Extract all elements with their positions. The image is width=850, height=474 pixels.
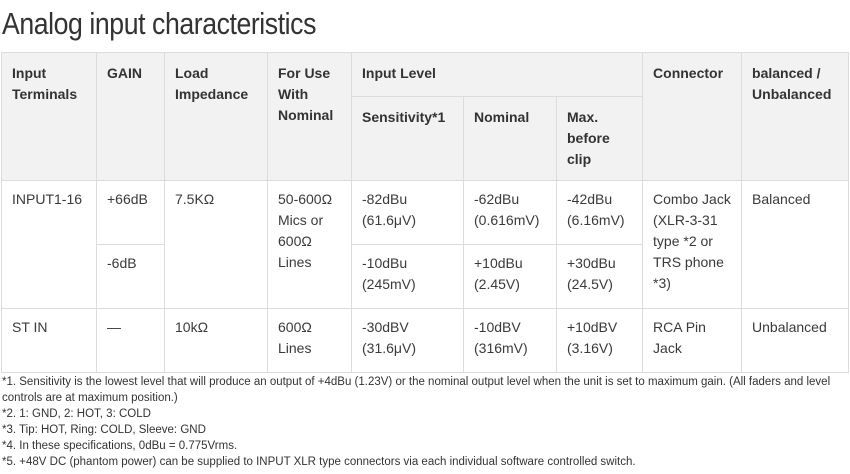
cell-connector: Combo Jack (XLR-3-31 type *2 or TRS phon… (642, 180, 743, 309)
cell-max-before-clip: -42dBu (6.16mV) (555, 180, 644, 245)
cell-connector: RCA Pin Jack (642, 308, 743, 373)
table-row: ST IN — 10kΩ 600Ω Lines -30dBV (31.6μV) … (1, 308, 850, 373)
cell-nominal: -62dBu (0.616mV) (463, 180, 557, 245)
cell-terminal: INPUT1-16 (1, 180, 97, 309)
cell-max-before-clip: +30dBu (24.5V) (555, 244, 644, 309)
header-connector: Connector (642, 52, 743, 181)
cell-terminal: ST IN (1, 308, 97, 373)
cell-gain: +66dB (96, 180, 165, 245)
table-row: -6dB -10dBu (245mV) +10dBu (2.45V) +30dB… (2, 244, 849, 309)
header-for-use-with-nominal: For Use With Nominal (267, 52, 352, 181)
header-input-level: Input Level (350, 52, 644, 97)
page-title: Analog input characteristics (2, 6, 316, 41)
cell-load-impedance: 7.5KΩ (164, 180, 268, 309)
header-max-before-clip: Max. before clip (555, 96, 644, 181)
header-gain: GAIN (96, 52, 165, 181)
header-nominal: Nominal (463, 96, 557, 181)
header-sensitivity: Sensitivity*1 (351, 96, 464, 181)
footnote: *1. Sensitivity is the lowest level that… (2, 376, 831, 404)
cell-nominal: +10dBu (2.45V) (463, 244, 557, 309)
cell-for-use: 600Ω Lines (267, 308, 352, 373)
cell-nominal: -10dBV (316mV) (463, 308, 557, 373)
footnote: *3. Tip: HOT, Ring: COLD, Sleeve: GND (2, 424, 206, 436)
footnote: *4. In these specifications, 0dBu = 0.77… (2, 440, 238, 452)
cell-balanced: Unbalanced (741, 308, 850, 373)
cell-for-use: 50-600Ω Mics or 600Ω Lines (267, 180, 352, 309)
cell-max-before-clip: +10dBV (3.16V) (555, 308, 644, 373)
footnotes: *1. Sensitivity is the lowest level that… (2, 374, 842, 470)
footnote: *2. 1: GND, 2: HOT, 3: COLD (2, 408, 151, 420)
analog-input-table: Input Terminals GAIN Load Impedance For … (1, 52, 850, 373)
cell-gain: -6dB (96, 244, 165, 309)
header-load-impedance: Load Impedance (164, 52, 268, 181)
cell-balanced: Balanced (741, 180, 850, 309)
header-input-terminals: Input Terminals (1, 52, 97, 181)
cell-load-impedance: 10kΩ (164, 308, 268, 373)
cell-gain: — (96, 308, 165, 373)
footnote: *5. +48V DC (phantom power) can be suppl… (2, 456, 636, 468)
cell-sensitivity: -82dBu (61.6μV) (351, 180, 464, 245)
cell-sensitivity: -10dBu (245mV) (351, 244, 464, 309)
header-balanced: balanced / Unbalanced (741, 52, 850, 181)
cell-sensitivity: -30dBV (31.6μV) (351, 308, 464, 373)
table-row: INPUT1-16 +66dB 7.5KΩ 50-600Ω Mics or 60… (1, 180, 850, 309)
